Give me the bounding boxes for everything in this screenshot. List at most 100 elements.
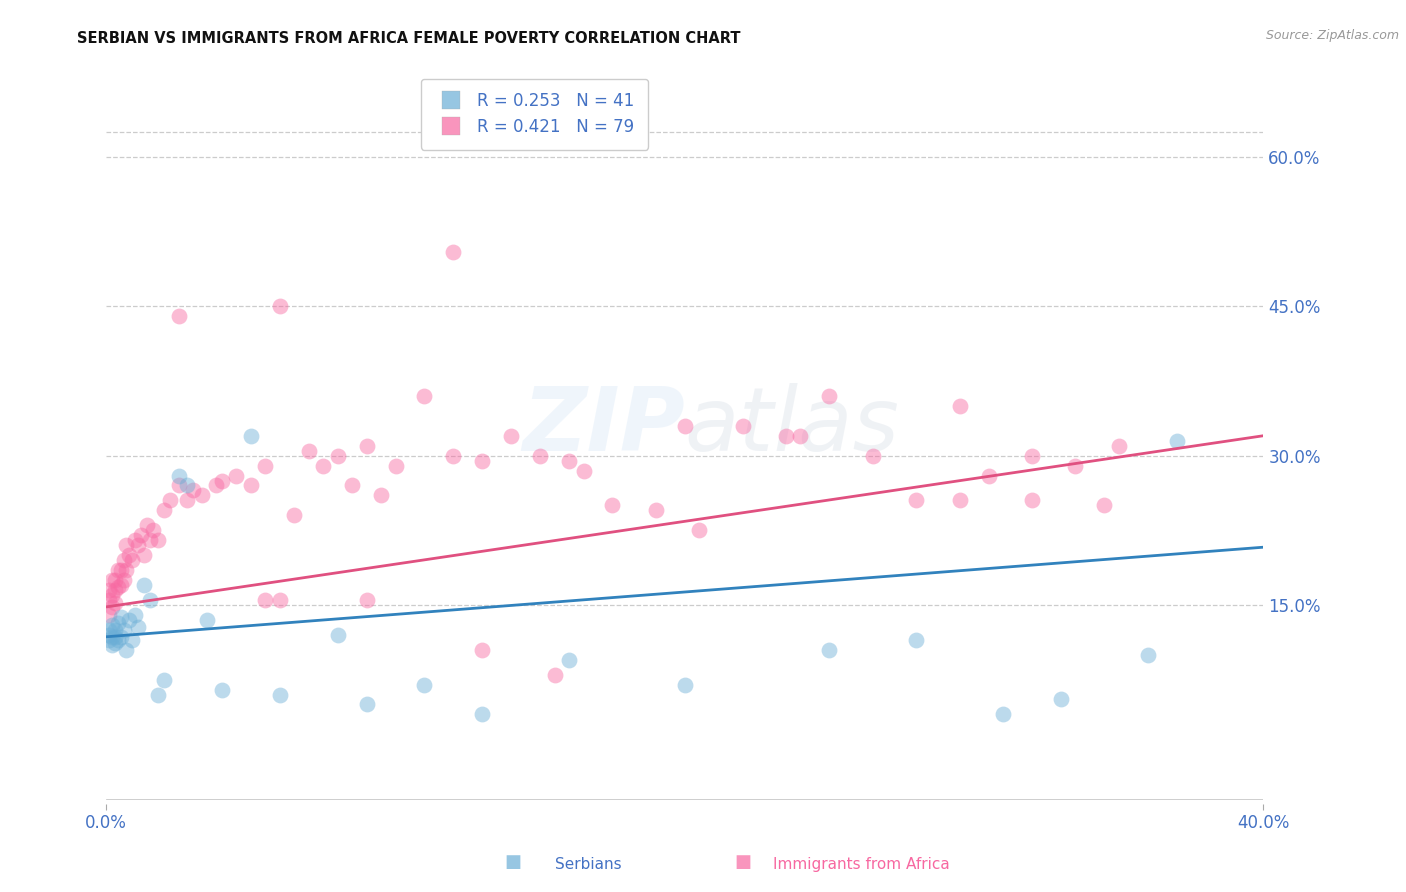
Point <box>326 449 349 463</box>
Text: atlas: atlas <box>685 384 900 469</box>
Point <box>124 533 146 548</box>
Point <box>1092 499 1115 513</box>
Point <box>167 478 190 492</box>
Point <box>298 443 321 458</box>
Point <box>775 428 797 442</box>
Point <box>181 483 204 498</box>
Point <box>905 632 928 647</box>
Point <box>153 673 176 687</box>
Point <box>98 628 121 642</box>
Point <box>1064 458 1087 473</box>
Point <box>1166 434 1188 448</box>
Point <box>176 493 198 508</box>
Point <box>121 553 143 567</box>
Point <box>115 642 138 657</box>
Point <box>413 389 436 403</box>
Point <box>602 499 624 513</box>
Point <box>132 578 155 592</box>
Point <box>101 630 124 644</box>
Point <box>905 493 928 508</box>
Point <box>153 503 176 517</box>
Point <box>138 533 160 548</box>
Point <box>104 573 127 587</box>
Point <box>949 493 972 508</box>
Point <box>121 632 143 647</box>
Point <box>543 667 565 681</box>
Point <box>167 310 190 324</box>
Point <box>384 458 406 473</box>
Point <box>110 563 132 577</box>
Point <box>977 468 1000 483</box>
Point <box>471 453 494 467</box>
Point <box>818 642 841 657</box>
Point <box>991 707 1014 722</box>
Point <box>127 620 149 634</box>
Point <box>148 533 170 548</box>
Point <box>949 399 972 413</box>
Point <box>98 582 121 597</box>
Point <box>104 582 127 597</box>
Point <box>254 593 277 607</box>
Point <box>356 698 378 712</box>
Point <box>167 468 190 483</box>
Point <box>110 578 132 592</box>
Point <box>104 630 127 644</box>
Point <box>1136 648 1159 662</box>
Point <box>112 623 135 637</box>
Point <box>471 707 494 722</box>
Point <box>98 632 121 647</box>
Point <box>688 523 710 537</box>
Point <box>862 449 884 463</box>
Point <box>356 439 378 453</box>
Point <box>501 428 523 442</box>
Point <box>269 299 291 313</box>
Point <box>413 677 436 691</box>
Point <box>269 688 291 702</box>
Point <box>107 632 129 647</box>
Point <box>115 563 138 577</box>
Point <box>118 548 141 562</box>
Point <box>104 596 127 610</box>
Point <box>101 588 124 602</box>
Point <box>176 478 198 492</box>
Point <box>98 623 121 637</box>
Text: Immigrants from Africa: Immigrants from Africa <box>773 857 950 872</box>
Point <box>148 688 170 702</box>
Point <box>370 488 392 502</box>
Point <box>107 580 129 594</box>
Point <box>101 573 124 587</box>
Point <box>107 615 129 630</box>
Point <box>104 636 127 650</box>
Point <box>127 538 149 552</box>
Point <box>101 638 124 652</box>
Point <box>1050 692 1073 706</box>
Point <box>118 613 141 627</box>
Point <box>673 418 696 433</box>
Point <box>129 528 152 542</box>
Point <box>138 593 160 607</box>
Point <box>340 478 363 492</box>
Point <box>471 642 494 657</box>
Point <box>98 593 121 607</box>
Point <box>124 607 146 622</box>
Point <box>254 458 277 473</box>
Point <box>211 474 233 488</box>
Point <box>1108 439 1130 453</box>
Point <box>239 478 262 492</box>
Point <box>1021 493 1043 508</box>
Text: ■: ■ <box>734 853 751 871</box>
Point <box>789 428 811 442</box>
Point <box>107 563 129 577</box>
Point <box>239 428 262 442</box>
Point <box>205 478 228 492</box>
Point <box>644 503 666 517</box>
Point <box>1021 449 1043 463</box>
Text: SERBIAN VS IMMIGRANTS FROM AFRICA FEMALE POVERTY CORRELATION CHART: SERBIAN VS IMMIGRANTS FROM AFRICA FEMALE… <box>77 31 741 46</box>
Point <box>283 508 305 523</box>
Point <box>225 468 247 483</box>
Point <box>141 523 163 537</box>
Point <box>101 599 124 614</box>
Point <box>110 610 132 624</box>
Point <box>269 593 291 607</box>
Text: ZIP: ZIP <box>522 383 685 470</box>
